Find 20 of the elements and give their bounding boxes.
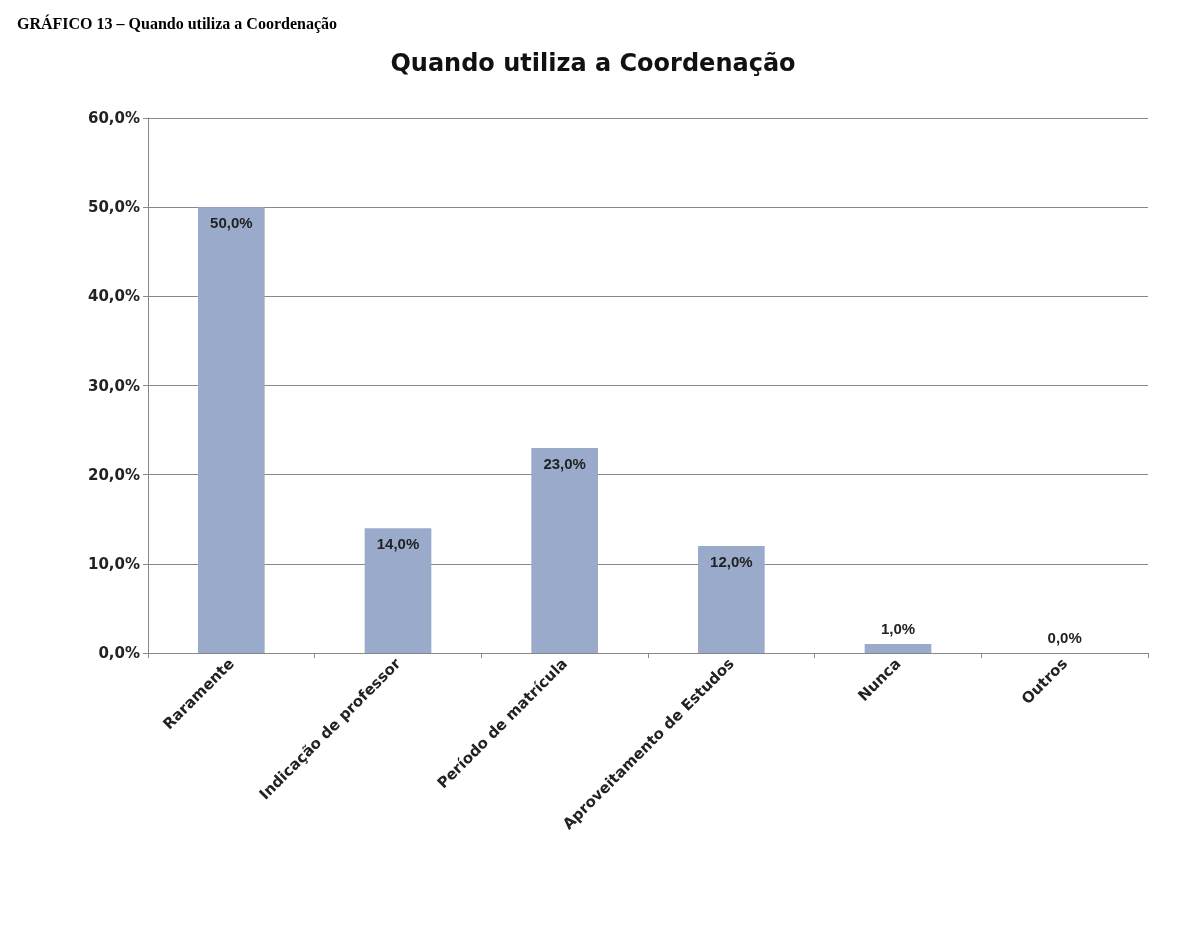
text: GRÁFICO 13 – Quando utiliza a Coordenação (17, 13, 338, 33)
bar (864, 644, 932, 653)
y-tick-label: 50,0% (87, 198, 140, 217)
bar (698, 546, 765, 653)
y-tick-label: 0,0% (98, 644, 140, 662)
data-label: 0,0% (1047, 629, 1082, 646)
bar (531, 447, 598, 653)
y-tick-label: 60,0% (87, 109, 140, 127)
y-tick-label: 20,0% (87, 465, 140, 484)
bar (364, 528, 432, 653)
y-tick-label: 10,0% (87, 554, 140, 573)
data-label: 23,0% (543, 454, 586, 472)
y-tick-label: 40,0% (87, 287, 140, 306)
data-label: 50,0% (210, 214, 253, 232)
y-tick-label: 30,0% (87, 376, 140, 395)
data-label: 14,0% (376, 535, 420, 553)
chart-title: Quando utiliza a Coordenação (390, 49, 796, 77)
bar (198, 207, 265, 653)
data-label: 1,0% (880, 620, 916, 638)
data-label: 12,0% (710, 553, 753, 570)
